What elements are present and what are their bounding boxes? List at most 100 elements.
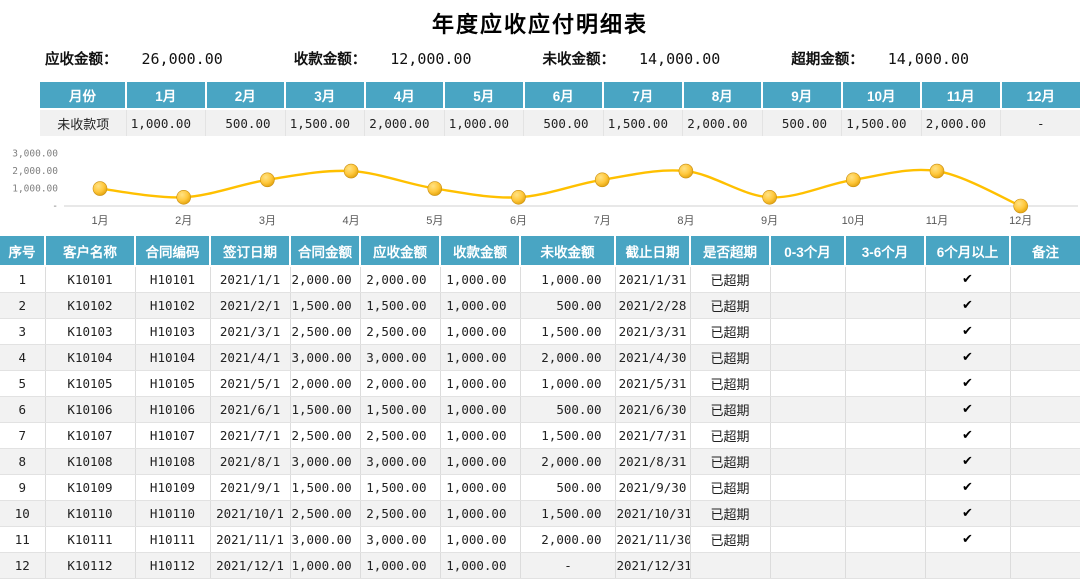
column-header-sign-date[interactable]: 签订日期 xyxy=(210,236,291,267)
cell-remark[interactable] xyxy=(1010,526,1080,553)
cell-received[interactable]: 1,000.00 xyxy=(440,422,521,449)
cell-contract-code[interactable]: H10104 xyxy=(135,344,211,371)
cell-contract-amount[interactable]: 3,000.00 xyxy=(290,448,361,475)
cell-sign-date[interactable]: 2021/9/1 xyxy=(210,474,291,501)
cell-sign-date[interactable]: 2021/12/1 xyxy=(210,552,291,579)
cell-contract-amount[interactable]: 2,000.00 xyxy=(290,370,361,397)
column-header-contract-code[interactable]: 合同编码 xyxy=(135,236,211,267)
cell-contract-code[interactable]: H10105 xyxy=(135,370,211,397)
cell-remark[interactable] xyxy=(1010,266,1080,293)
check-mark-icon[interactable]: ✔ xyxy=(925,266,1011,293)
cell-overdue-status[interactable]: 已超期 xyxy=(690,318,771,345)
cell-customer-name[interactable]: K10107 xyxy=(45,422,136,449)
cell-contract-code[interactable]: H10106 xyxy=(135,396,211,423)
cell-m0-3[interactable] xyxy=(770,318,846,345)
cell-received[interactable]: 1,000.00 xyxy=(440,396,521,423)
cell-sign-date[interactable]: 2021/1/1 xyxy=(210,266,291,293)
month-header-10月[interactable]: 10月 xyxy=(841,82,922,110)
cell-deadline[interactable]: 2021/9/30 xyxy=(615,474,691,501)
cell-m0-3[interactable] xyxy=(770,396,846,423)
unpaid-month-value[interactable]: - xyxy=(1000,109,1080,136)
cell-m0-3[interactable] xyxy=(770,552,846,579)
cell-remark[interactable] xyxy=(1010,474,1080,501)
cell-unreceived[interactable]: 2,000.00 xyxy=(520,448,616,475)
column-header-customer-name[interactable]: 客户名称 xyxy=(45,236,136,267)
check-mark-icon[interactable]: ✔ xyxy=(925,344,1011,371)
check-mark-icon[interactable]: ✔ xyxy=(925,500,1011,527)
unpaid-month-value[interactable]: 2,000.00 xyxy=(682,109,763,136)
column-header-deadline[interactable]: 截止日期 xyxy=(615,236,691,267)
cell-seq[interactable]: 3 xyxy=(0,318,46,345)
cell-received[interactable]: 1,000.00 xyxy=(440,552,521,579)
cell-deadline[interactable]: 2021/8/31 xyxy=(615,448,691,475)
cell-overdue-status[interactable]: 已超期 xyxy=(690,370,771,397)
cell-seq[interactable]: 9 xyxy=(0,474,46,501)
cell-overdue-status[interactable]: 已超期 xyxy=(690,422,771,449)
cell-contract-code[interactable]: H10102 xyxy=(135,292,211,319)
cell-unreceived[interactable]: 1,000.00 xyxy=(520,266,616,293)
cell-contract-code[interactable]: H10112 xyxy=(135,552,211,579)
cell-overdue-status[interactable] xyxy=(690,552,771,579)
month-header-11月[interactable]: 11月 xyxy=(921,82,1002,110)
unpaid-month-value[interactable]: 1,000.00 xyxy=(126,109,206,136)
cell-overdue-status[interactable]: 已超期 xyxy=(690,526,771,553)
cell-receivable[interactable]: 2,500.00 xyxy=(360,318,441,345)
cell-seq[interactable]: 8 xyxy=(0,448,46,475)
cell-sign-date[interactable]: 2021/4/1 xyxy=(210,344,291,371)
cell-m3-6[interactable] xyxy=(845,266,926,293)
cell-remark[interactable] xyxy=(1010,396,1080,423)
cell-customer-name[interactable]: K10108 xyxy=(45,448,136,475)
check-mark-icon[interactable]: ✔ xyxy=(925,474,1011,501)
cell-m0-3[interactable] xyxy=(770,448,846,475)
unpaid-month-value[interactable]: 2,000.00 xyxy=(921,109,1001,136)
month-header-4月[interactable]: 4月 xyxy=(364,82,445,110)
column-header-m3-6[interactable]: 3-6个月 xyxy=(845,236,926,267)
cell-deadline[interactable]: 2021/2/28 xyxy=(615,292,691,319)
cell-remark[interactable] xyxy=(1010,344,1080,371)
cell-received[interactable]: 1,000.00 xyxy=(440,318,521,345)
cell-contract-code[interactable]: H10109 xyxy=(135,474,211,501)
cell-unreceived[interactable]: - xyxy=(520,552,616,579)
cell-seq[interactable]: 1 xyxy=(0,266,46,293)
unpaid-month-value[interactable]: 1,500.00 xyxy=(841,109,922,136)
month-header-6月[interactable]: 6月 xyxy=(523,82,604,110)
cell-contract-amount[interactable]: 3,000.00 xyxy=(290,526,361,553)
cell-seq[interactable]: 10 xyxy=(0,500,46,527)
cell-customer-name[interactable]: K10103 xyxy=(45,318,136,345)
column-header-overdue-status[interactable]: 是否超期 xyxy=(690,236,771,267)
unpaid-row-label[interactable]: 未收款项 xyxy=(40,109,127,136)
unpaid-month-value[interactable]: 500.00 xyxy=(762,109,842,136)
check-mark-icon[interactable]: ✔ xyxy=(925,448,1011,475)
cell-m3-6[interactable] xyxy=(845,422,926,449)
check-mark-icon[interactable]: ✔ xyxy=(925,526,1011,553)
cell-m0-3[interactable] xyxy=(770,292,846,319)
cell-seq[interactable]: 6 xyxy=(0,396,46,423)
cell-customer-name[interactable]: K10112 xyxy=(45,552,136,579)
cell-received[interactable]: 1,000.00 xyxy=(440,344,521,371)
cell-remark[interactable] xyxy=(1010,292,1080,319)
column-header-contract-amount[interactable]: 合同金额 xyxy=(290,236,361,267)
cell-contract-amount[interactable]: 2,500.00 xyxy=(290,422,361,449)
cell-receivable[interactable]: 1,500.00 xyxy=(360,396,441,423)
cell-m3-6[interactable] xyxy=(845,448,926,475)
month-header-5月[interactable]: 5月 xyxy=(444,82,525,110)
cell-contract-code[interactable]: H10103 xyxy=(135,318,211,345)
cell-receivable[interactable]: 1,500.00 xyxy=(360,292,441,319)
cell-receivable[interactable]: 3,000.00 xyxy=(360,526,441,553)
cell-m3-6[interactable] xyxy=(845,292,926,319)
cell-remark[interactable] xyxy=(1010,370,1080,397)
cell-received[interactable]: 1,000.00 xyxy=(440,266,521,293)
cell-received[interactable]: 1,000.00 xyxy=(440,474,521,501)
cell-m3-6[interactable] xyxy=(845,344,926,371)
cell-m3-6[interactable] xyxy=(845,500,926,527)
cell-received[interactable]: 1,000.00 xyxy=(440,526,521,553)
cell-customer-name[interactable]: K10111 xyxy=(45,526,136,553)
cell-unreceived[interactable]: 500.00 xyxy=(520,292,616,319)
cell-customer-name[interactable]: K10106 xyxy=(45,396,136,423)
unpaid-month-value[interactable]: 1,500.00 xyxy=(285,109,365,136)
cell-deadline[interactable]: 2021/5/31 xyxy=(615,370,691,397)
cell-sign-date[interactable]: 2021/3/1 xyxy=(210,318,291,345)
month-header-8月[interactable]: 8月 xyxy=(682,82,763,110)
cell-m3-6[interactable] xyxy=(845,552,926,579)
cell-unreceived[interactable]: 2,000.00 xyxy=(520,526,616,553)
